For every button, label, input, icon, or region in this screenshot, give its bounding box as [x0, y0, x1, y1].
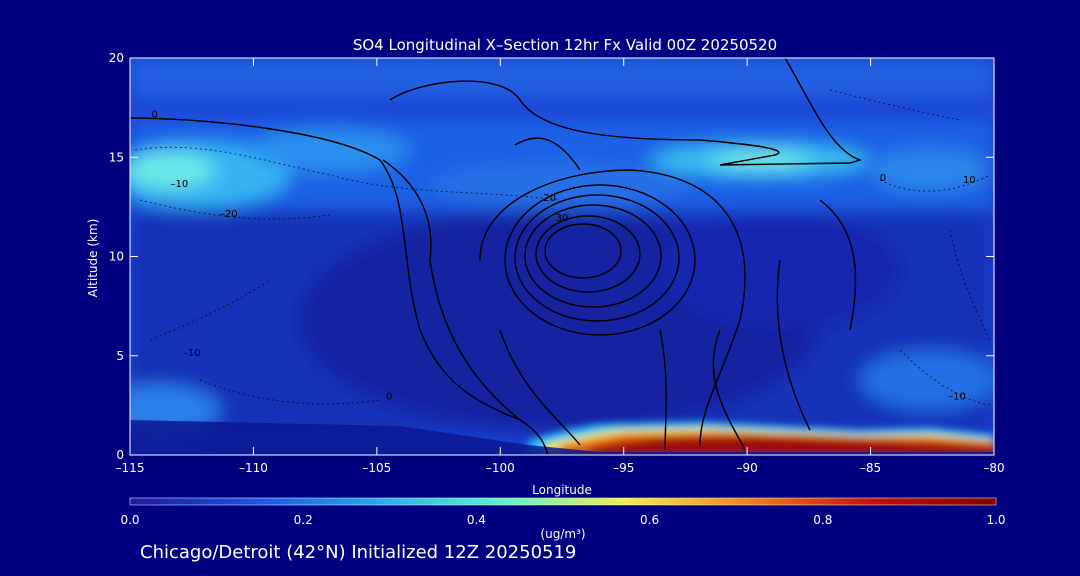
- x-tick-label: –115: [116, 461, 145, 475]
- contour-label: 0: [151, 110, 157, 121]
- y-tick-label: 0: [116, 448, 124, 462]
- colorbar-tick-label: 1.0: [986, 513, 1005, 527]
- contour-label: –10: [183, 348, 201, 359]
- chart-title: SO4 Longitudinal X–Section 12hr Fx Valid…: [353, 36, 777, 54]
- dotted-contours: [134, 89, 991, 406]
- contour-label: 20: [543, 193, 556, 204]
- x-tick-label: –100: [486, 461, 515, 475]
- caption: Chicago/Detroit (42°N) Initialized 12Z 2…: [140, 542, 577, 563]
- y-axis-label: Altitude (km): [86, 219, 100, 298]
- colorbar-tick-label: 0.6: [640, 513, 659, 527]
- contour-label: –10: [948, 391, 966, 402]
- contour-label: 10: [963, 175, 976, 186]
- contour-label: 0: [880, 173, 886, 184]
- contour-label: –20: [220, 209, 238, 220]
- colorbar-label: (ug/m³): [540, 527, 585, 541]
- x-axis: –115 –110 –105 –100 –95 –90 –85 –80: [116, 58, 1005, 475]
- contour-label: 30: [556, 213, 569, 224]
- x-tick-label: –105: [362, 461, 391, 475]
- wind-contours: [130, 58, 863, 455]
- x-tick-label: –90: [737, 461, 758, 475]
- y-axis: 0 5 10 15 20: [109, 51, 994, 462]
- contour-label: –10: [171, 179, 189, 190]
- concentration-field: [130, 58, 994, 455]
- x-tick-label: –110: [239, 461, 268, 475]
- x-tick-label: –95: [613, 461, 634, 475]
- colorbar-ticks: 0.0 0.2 0.4 0.6 0.8 1.0: [120, 513, 1005, 527]
- colorbar-tick-label: 0.0: [120, 513, 139, 527]
- y-tick-label: 5: [116, 349, 124, 363]
- x-axis-label: Longitude: [532, 483, 592, 497]
- y-tick-label: 20: [109, 51, 124, 65]
- colorbar: [129, 497, 997, 506]
- y-tick-label: 10: [109, 250, 124, 264]
- contour-label: 0: [386, 391, 392, 402]
- y-tick-label: 15: [109, 150, 124, 164]
- colorbar-tick-label: 0.8: [813, 513, 832, 527]
- colorbar-tick-label: 0.4: [467, 513, 486, 527]
- x-tick-label: –80: [983, 461, 1004, 475]
- x-tick-label: –85: [860, 461, 881, 475]
- colorbar-tick-label: 0.2: [294, 513, 313, 527]
